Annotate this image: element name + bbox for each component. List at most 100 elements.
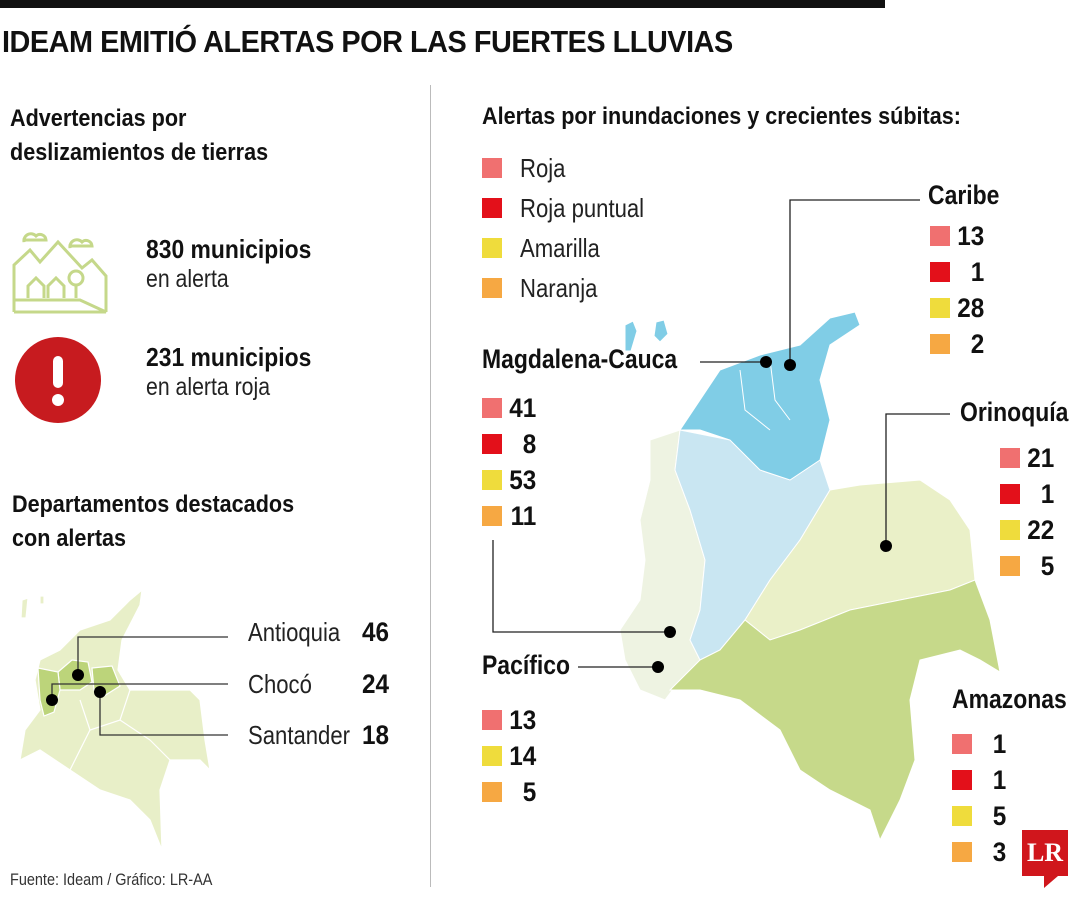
caribe-region [679,311,861,481]
amazonas-region [668,579,1001,842]
count-value: 1 [970,256,985,287]
floods-heading: Alertas por inundaciones y crecientes sú… [482,103,961,130]
region-title-pacifico: Pacífico [482,650,571,680]
level-swatch [952,806,972,826]
heading-line: con alertas [12,525,127,552]
level-swatch [952,734,972,754]
legend-item: Amarilla [482,228,666,268]
department-value: 24 [362,669,390,699]
magdalena-cauca-marker-south [664,626,676,638]
count-value: 22 [1027,514,1055,545]
count-value: 21 [1027,442,1055,473]
santander-marker [94,686,106,698]
page-title: IDEAM EMITIÓ ALERTAS POR LAS FUERTES LLU… [2,24,733,59]
alert-count: 5 [482,774,538,810]
alert-count: 2 [930,326,986,362]
colombia-shape [19,588,211,851]
count-value: 2 [970,328,985,359]
alert-count: 22 [1000,512,1056,548]
count-value: 28 [957,292,985,323]
count-value: 41 [509,392,537,423]
legend-swatch [482,198,502,218]
region-title-magdalena-cauca: Magdalena-Cauca [482,344,678,374]
count-value: 13 [509,704,537,735]
level-swatch [930,262,950,282]
level-swatch [952,842,972,862]
alert-exclamation-icon [15,337,101,423]
heading-line: deslizamientos de tierras [10,139,269,166]
legend-item: Naranja [482,268,666,308]
count-value: 5 [992,800,1007,831]
legend: Roja Roja puntual Amarilla Naranja [482,148,666,308]
level-swatch [1000,448,1020,468]
department-name: Chocó [248,669,312,699]
stat-label: en alerta [146,265,229,293]
count-value: 5 [1040,550,1055,581]
stat-municipios-alerta: 830 municipios en alerta [146,234,334,294]
level-swatch [1000,484,1020,504]
region-title-amazonas: Amazonas [952,684,1067,714]
legend-label: Roja puntual [520,192,645,223]
count-value: 14 [509,740,537,771]
alert-count: 13 [930,218,986,254]
level-swatch [930,298,950,318]
region-list-orinoquia: 21 1 22 5 [1000,440,1056,584]
legend-item: Roja puntual [482,188,666,228]
departments-heading: Departamentos destacados con alertas [12,488,294,556]
stat-municipios-alerta-roja: 231 municipios en alerta roja [146,342,334,402]
alert-count: 28 [930,290,986,326]
level-swatch [482,434,502,454]
stat-label: en alerta roja [146,373,271,401]
caribe-marker [784,359,796,371]
level-swatch [930,334,950,354]
level-swatch [482,398,502,418]
department-name: Antioquia [248,617,341,647]
heading-line: Advertencias por [10,105,187,132]
alert-count: 21 [1000,440,1056,476]
region-list-amazonas: 1 1 5 3 [952,726,1008,870]
landscape-icon [12,232,108,314]
alert-count: 11 [482,498,538,534]
alert-count: 8 [482,426,538,462]
region-list-caribe: 13 1 28 2 [930,218,986,362]
alert-count: 41 [482,390,538,426]
legend-label: Naranja [520,272,598,303]
level-swatch [482,782,502,802]
count-value: 13 [957,220,985,251]
alert-count: 1 [1000,476,1056,512]
choco-marker [46,694,58,706]
departments-map [19,588,228,851]
level-swatch [952,770,972,790]
alert-count: 1 [930,254,986,290]
alert-count: 1 [952,762,1008,798]
department-value: 18 [362,720,390,750]
alert-count: 5 [1000,548,1056,584]
alert-count: 1 [952,726,1008,762]
legend-swatch [482,158,502,178]
count-value: 8 [522,428,537,459]
lr-logo: LR [1022,830,1068,888]
magdalena-cauca-marker [760,356,772,368]
department-name: Santander [248,720,350,750]
count-value: 11 [510,500,537,531]
alert-count: 13 [482,702,538,738]
region-list-pacifico: 13 14 5 [482,702,538,810]
count-value: 1 [1040,478,1055,509]
region-list-magdalena-cauca: 41 8 53 11 [482,390,538,534]
count-value: 5 [522,776,537,807]
legend-swatch [482,278,502,298]
count-value: 1 [992,728,1007,759]
level-swatch [482,746,502,766]
legend-item: Roja [482,148,666,188]
alert-count: 5 [952,798,1008,834]
floods-map [492,199,1001,842]
antioquia-marker [72,669,84,681]
stat-value: 830 municipios [146,234,312,264]
heading-line: Departamentos destacados [12,491,295,518]
legend-swatch [482,238,502,258]
orinoquia-marker [880,540,892,552]
level-swatch [482,710,502,730]
region-title-caribe: Caribe [928,180,1000,210]
level-swatch [930,226,950,246]
